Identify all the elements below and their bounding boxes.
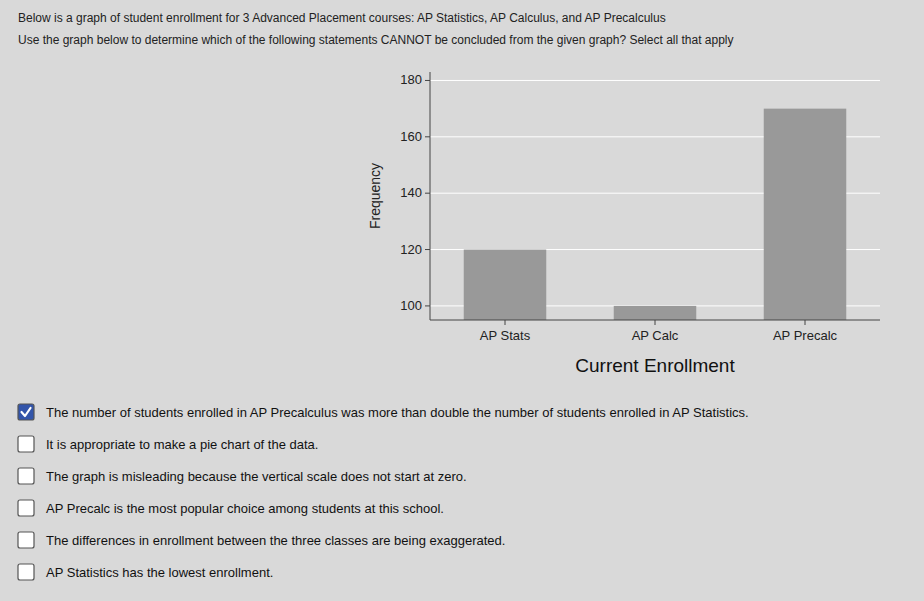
bars — [464, 109, 847, 320]
y-tick-label: 140 — [400, 185, 422, 200]
checkbox-unchecked — [18, 468, 34, 484]
checkbox-text: It is appropriate to make a pie chart of… — [46, 437, 318, 452]
checkbox-text: AP Statistics has the lowest enrollment. — [46, 565, 273, 580]
bar — [764, 109, 847, 320]
checkbox-text: The number of students enrolled in AP Pr… — [46, 405, 749, 420]
checkbox-item: The differences in enrollment between th… — [18, 532, 505, 548]
checkbox-unchecked — [18, 500, 34, 516]
y-tick — [425, 80, 430, 81]
y-tick-label: 100 — [400, 298, 422, 313]
checkbox-checked — [18, 404, 34, 420]
y-tick-label: 180 — [400, 72, 422, 87]
background — [0, 0, 924, 601]
checkbox-item: The graph is misleading because the vert… — [18, 468, 467, 484]
y-tick — [425, 136, 430, 137]
header-text: Use the graph below to determine which o… — [18, 33, 734, 47]
y-tick — [425, 193, 430, 194]
x-tick-label: AP Calc — [632, 328, 679, 343]
checkbox-unchecked — [18, 436, 34, 452]
checkbox-item: AP Precalc is the most popular choice am… — [18, 500, 444, 516]
y-tick-label: 160 — [400, 129, 422, 144]
x-tick — [805, 320, 806, 325]
checkbox-item: It is appropriate to make a pie chart of… — [18, 436, 318, 452]
y-tick-label: 120 — [400, 242, 422, 257]
checkbox-item: The number of students enrolled in AP Pr… — [18, 404, 749, 420]
chart-title: Current Enrollment — [575, 355, 735, 376]
checkbox-unchecked — [18, 564, 34, 580]
y-axis-label: Frequency — [367, 163, 383, 229]
checkbox-text: AP Precalc is the most popular choice am… — [46, 501, 444, 516]
chart: 100 120 140 160 180 AP Stats AP Calc AP Precalc… — [367, 72, 880, 588]
checkbox-unchecked — [18, 532, 34, 548]
page: Below is a graph of student enrollment f… — [0, 0, 924, 601]
bar — [464, 250, 547, 320]
y-tick — [425, 249, 430, 250]
header-text: Below is a graph of student enrollment f… — [18, 11, 666, 25]
x-tick — [505, 320, 506, 325]
x-tick-label: AP Precalc — [773, 328, 838, 343]
x-tick — [655, 320, 656, 325]
checkbox-text: The graph is misleading because the vert… — [46, 469, 467, 484]
x-tick-label: AP Stats — [480, 328, 531, 343]
y-axis-line — [430, 72, 431, 320]
checkbox-list: The number of students enrolled in AP Pr… — [18, 404, 749, 580]
grid-line — [430, 80, 880, 81]
bar — [614, 306, 697, 320]
checkmark — [22, 408, 31, 416]
checkbox-item: AP Statistics has the lowest enrollment. — [18, 564, 273, 580]
y-tick — [425, 305, 430, 306]
checkbox-text: The differences in enrollment between th… — [46, 533, 505, 548]
